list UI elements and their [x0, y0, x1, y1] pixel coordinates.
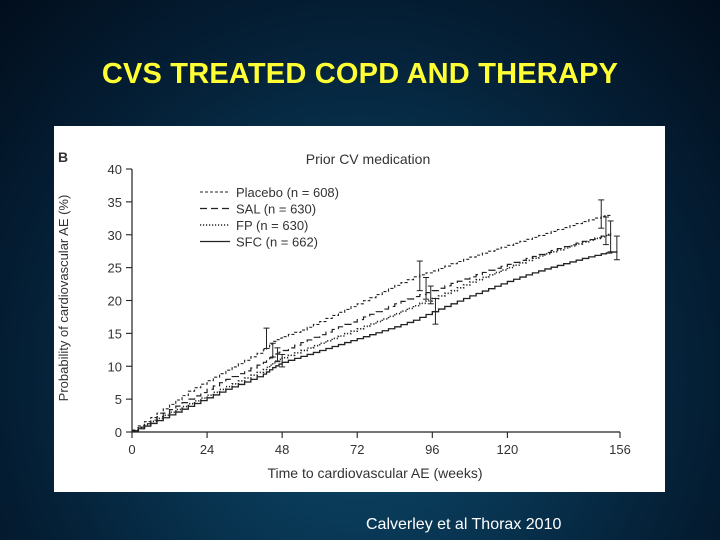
y-tick-label-10: 10: [108, 359, 122, 374]
y-tick-label-40: 40: [108, 162, 122, 177]
x-axis-label: Time to cardiovascular AE (weeks): [268, 465, 483, 481]
km-chart: B Prior CV medication Time to cardiovasc…: [56, 149, 631, 481]
series-line-0: [132, 214, 612, 431]
error-bar-11: [613, 235, 620, 261]
y-tick-label-35: 35: [108, 195, 122, 210]
legend-label-2: FP (n = 630): [236, 218, 308, 233]
error-bar-8: [598, 199, 605, 229]
error-bar-2: [274, 347, 281, 363]
legend-label-1: SAL (n = 630): [236, 202, 316, 217]
legend: Placebo (n = 608) SAL (n = 630)FP (n = 63…: [200, 185, 339, 250]
x-tick-label-48: 48: [275, 442, 289, 457]
series-line-3: [132, 251, 618, 432]
axes: 0 5 10 15 20 25 30 35 40 0 24 48 72 96 120 156: [108, 162, 631, 457]
panel-label: B: [58, 149, 68, 165]
y-tick-label-25: 25: [108, 261, 122, 276]
error-bar-4: [416, 260, 423, 292]
error-bar-5: [423, 276, 430, 300]
series-line-1: [132, 234, 612, 432]
x-tick-label-120: 120: [497, 442, 519, 457]
x-tick-label-0: 0: [128, 442, 135, 457]
x-tick-label-24: 24: [200, 442, 214, 457]
x-tick-label-156: 156: [609, 442, 631, 457]
y-tick-label-0: 0: [115, 425, 122, 440]
errorbar-layer: [263, 199, 620, 368]
y-tick-label-30: 30: [108, 228, 122, 243]
y-tick-label-15: 15: [108, 326, 122, 341]
error-bar-10: [607, 220, 614, 253]
legend-label-0: Placebo (n = 608): [236, 185, 339, 200]
legend-label-3: SFC (n = 662): [236, 235, 318, 250]
citation: Calverley et al Thorax 2010: [366, 516, 562, 533]
y-axis-label: Probability of cardiovascular AE (%): [56, 195, 71, 402]
slide-title: CVS TREATED COPD AND THERAPY: [101, 58, 619, 90]
error-bar-6: [427, 285, 434, 305]
error-bar-7: [432, 298, 439, 325]
series-line-2: [132, 233, 612, 432]
y-tick-label-5: 5: [115, 392, 122, 407]
figure-panel: B Prior CV medication Time to cardiovasc…: [54, 126, 665, 492]
error-bar-1: [269, 342, 276, 358]
x-tick-label-72: 72: [350, 442, 364, 457]
error-bar-3: [279, 353, 286, 368]
error-bar-9: [602, 216, 609, 246]
chart-title: Prior CV medication: [306, 151, 431, 167]
series-layer: [132, 214, 618, 432]
x-tick-label-96: 96: [425, 442, 439, 457]
y-tick-label-20: 20: [108, 294, 122, 309]
error-bar-0: [263, 327, 270, 349]
